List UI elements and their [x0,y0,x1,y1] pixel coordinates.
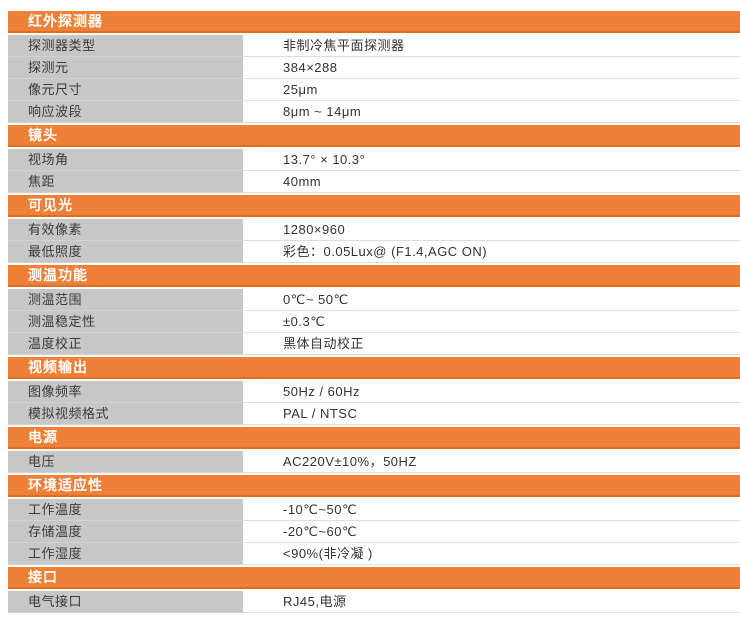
spec-label: 像元尺寸 [8,79,243,101]
section-header: 红外探测器 [8,11,740,33]
spec-value: <90%(非冷凝 ) [243,543,740,565]
spec-section: 可见光 有效像素 1280×960 最低照度 彩色：0.05Lux@ (F1.4… [8,195,740,263]
section-header: 测温功能 [8,265,740,287]
spec-label: 温度校正 [8,333,243,355]
table-row: 响应波段 8μm ~ 14μm [8,101,740,123]
spec-value: RJ45,电源 [243,591,740,613]
spec-value: AC220V±10%，50HZ [243,451,740,473]
spec-section: 测温功能 测温范围 0℃~ 50℃ 测温稳定性 ±0.3℃ 温度校正 黑体自动校… [8,265,740,355]
table-row: 工作温度 -10℃~50℃ [8,499,740,521]
table-row: 电气接口 RJ45,电源 [8,591,740,613]
table-row: 视场角 13.7° × 10.3° [8,149,740,171]
section-rows: 视场角 13.7° × 10.3° 焦距 40mm [8,149,740,193]
spec-section: 接口 电气接口 RJ45,电源 [8,567,740,613]
spec-section: 红外探测器 探测器类型 非制冷焦平面探测器 探测元 384×288 像元尺寸 2… [8,11,740,123]
table-row: 图像频率 50Hz / 60Hz [8,381,740,403]
section-header: 可见光 [8,195,740,217]
spec-section: 环境适应性 工作温度 -10℃~50℃ 存储温度 -20℃~60℃ 工作湿度 <… [8,475,740,565]
spec-value: 25μm [243,79,740,101]
spec-value: ±0.3℃ [243,311,740,333]
spec-value: 1280×960 [243,219,740,241]
spec-section: 视频输出 图像频率 50Hz / 60Hz 模拟视频格式 PAL / NTSC [8,357,740,425]
section-header: 接口 [8,567,740,589]
spec-value: 黑体自动校正 [243,333,740,355]
spec-table: 红外探测器 探测器类型 非制冷焦平面探测器 探测元 384×288 像元尺寸 2… [8,9,740,613]
spec-label: 测温范围 [8,289,243,311]
table-row: 探测器类型 非制冷焦平面探测器 [8,35,740,57]
spec-value: 13.7° × 10.3° [243,149,740,171]
spec-label: 最低照度 [8,241,243,263]
table-row: 模拟视频格式 PAL / NTSC [8,403,740,425]
section-header: 视频输出 [8,357,740,379]
spec-label: 电气接口 [8,591,243,613]
table-row: 焦距 40mm [8,171,740,193]
table-row: 电压 AC220V±10%，50HZ [8,451,740,473]
section-rows: 图像频率 50Hz / 60Hz 模拟视频格式 PAL / NTSC [8,381,740,425]
section-header: 镜头 [8,125,740,147]
spec-label: 测温稳定性 [8,311,243,333]
spec-value: 8μm ~ 14μm [243,101,740,123]
spec-label: 电压 [8,451,243,473]
spec-label: 存储温度 [8,521,243,543]
spec-value: 0℃~ 50℃ [243,289,740,311]
table-row: 像元尺寸 25μm [8,79,740,101]
section-rows: 探测器类型 非制冷焦平面探测器 探测元 384×288 像元尺寸 25μm 响应… [8,35,740,123]
table-row: 探测元 384×288 [8,57,740,79]
spec-label: 模拟视频格式 [8,403,243,425]
spec-value: 非制冷焦平面探测器 [243,35,740,57]
spec-label: 工作温度 [8,499,243,521]
section-rows: 测温范围 0℃~ 50℃ 测温稳定性 ±0.3℃ 温度校正 黑体自动校正 [8,289,740,355]
section-header: 电源 [8,427,740,449]
table-row: 工作湿度 <90%(非冷凝 ) [8,543,740,565]
table-row: 最低照度 彩色：0.05Lux@ (F1.4,AGC ON) [8,241,740,263]
section-rows: 电压 AC220V±10%，50HZ [8,451,740,473]
spec-label: 探测元 [8,57,243,79]
section-header: 环境适应性 [8,475,740,497]
spec-label: 探测器类型 [8,35,243,57]
spec-value: 384×288 [243,57,740,79]
spec-value: 50Hz / 60Hz [243,381,740,403]
spec-value: -20℃~60℃ [243,521,740,543]
table-row: 温度校正 黑体自动校正 [8,333,740,355]
section-rows: 工作温度 -10℃~50℃ 存储温度 -20℃~60℃ 工作湿度 <90%(非冷… [8,499,740,565]
spec-section: 电源 电压 AC220V±10%，50HZ [8,427,740,473]
table-row: 测温稳定性 ±0.3℃ [8,311,740,333]
spec-label: 工作湿度 [8,543,243,565]
section-rows: 有效像素 1280×960 最低照度 彩色：0.05Lux@ (F1.4,AGC… [8,219,740,263]
table-row: 有效像素 1280×960 [8,219,740,241]
spec-label: 图像频率 [8,381,243,403]
table-row: 测温范围 0℃~ 50℃ [8,289,740,311]
spec-value: 40mm [243,171,740,193]
spec-section: 镜头 视场角 13.7° × 10.3° 焦距 40mm [8,125,740,193]
spec-value: 彩色：0.05Lux@ (F1.4,AGC ON) [243,241,740,263]
spec-label: 响应波段 [8,101,243,123]
spec-label: 焦距 [8,171,243,193]
table-row: 存储温度 -20℃~60℃ [8,521,740,543]
spec-label: 有效像素 [8,219,243,241]
spec-label: 视场角 [8,149,243,171]
spec-value: -10℃~50℃ [243,499,740,521]
section-rows: 电气接口 RJ45,电源 [8,591,740,613]
spec-value: PAL / NTSC [243,403,740,425]
